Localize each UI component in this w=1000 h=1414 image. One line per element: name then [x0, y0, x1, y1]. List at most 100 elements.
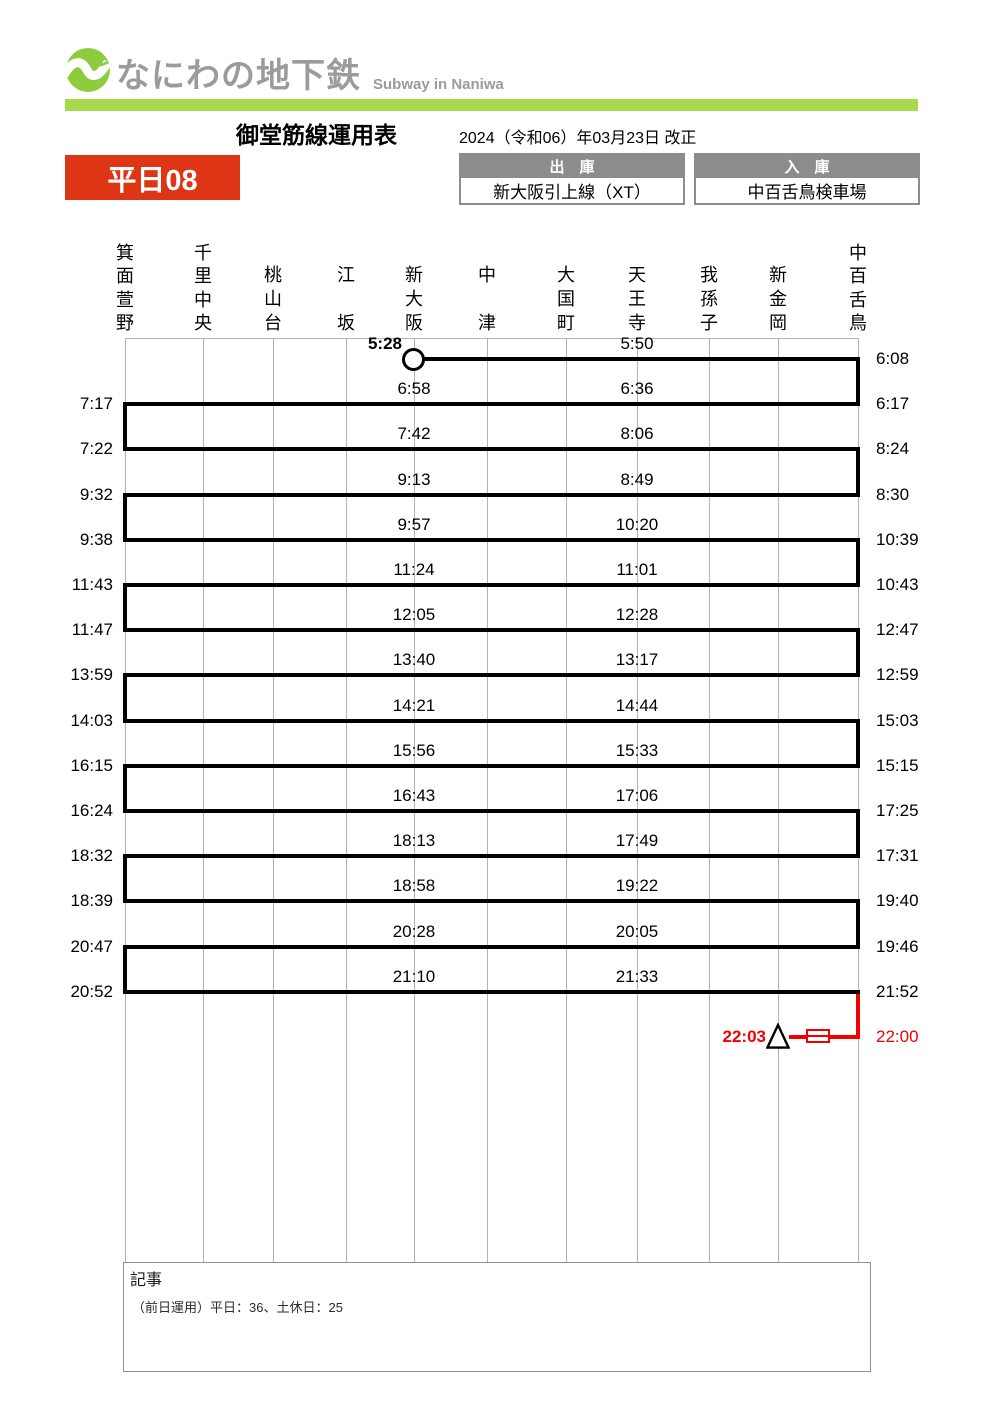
turnaround-line: [856, 809, 860, 858]
turnaround-line: [123, 673, 127, 723]
turnaround-line: [123, 854, 127, 903]
station-grid-line: [778, 338, 779, 1262]
turnaround-line: [856, 899, 860, 949]
turnaround-line: [856, 538, 860, 587]
run-line: [125, 583, 860, 587]
station-label: 中津: [478, 265, 496, 333]
station-grid-line: [858, 338, 859, 1262]
run-line: [125, 493, 860, 497]
run-line: [125, 990, 860, 994]
left-time-label: 7:17: [79, 394, 113, 413]
left-time-label: 11:47: [71, 620, 113, 639]
right-time-label: 22:00: [876, 1027, 919, 1046]
depot-in-value: 中百舌鳥検車場: [747, 183, 867, 202]
time-label: 15:33: [615, 741, 659, 760]
left-time-label: 20:47: [70, 937, 113, 956]
right-time-label: 19:46: [876, 937, 919, 956]
time-label: 11:01: [616, 560, 658, 579]
right-time-label: 8:30: [876, 485, 910, 504]
depot-in-label: 入 庫: [696, 155, 918, 178]
run-line: [125, 447, 860, 451]
notes-text: （前日運用）平日：36、土休日：25: [132, 1300, 343, 1315]
station-label: 大国町: [557, 265, 575, 333]
notes-heading: 記事: [130, 1272, 163, 1289]
right-time-label: 10:39: [876, 530, 919, 549]
left-time-label: 18:32: [70, 846, 113, 865]
turnaround-line: [123, 402, 127, 451]
left-time-label: 11:43: [71, 575, 113, 594]
time-label: 5:28: [367, 334, 402, 353]
time-label: 12:28: [615, 605, 659, 624]
station-grid-line: [637, 338, 638, 1262]
station-label: 新金岡: [769, 265, 787, 333]
depot-in-box: 入 庫 中百舌鳥検車場: [694, 153, 920, 205]
right-time-label: 6:17: [876, 394, 910, 413]
left-time-label: 16:15: [70, 756, 113, 775]
time-label: 11:24: [393, 560, 435, 579]
duty-badge: 平日08: [65, 155, 240, 200]
left-time-label: 13:59: [70, 665, 113, 684]
right-time-label: 12:47: [876, 620, 919, 639]
run-line: [125, 538, 860, 542]
left-time-label: 16:24: [70, 801, 113, 820]
pull-in-triangle-icon: [765, 1022, 791, 1049]
right-time-label: 12:59: [876, 665, 919, 684]
station-grid-line: [273, 338, 274, 1262]
station-label: 江坂: [337, 265, 355, 333]
pull-in-time-label: 22:03: [722, 1027, 766, 1046]
logo-subtitle: Subway in Naniwa: [373, 76, 504, 93]
run-line: [125, 402, 860, 406]
revision-date: 2024（令和06）年03月23日 改正: [459, 130, 697, 147]
time-label: 5:50: [620, 334, 654, 353]
right-time-label: 6:08: [876, 349, 910, 368]
time-label: 16:43: [392, 786, 436, 805]
station-label: 千里中央: [194, 243, 212, 333]
time-label: 14:44: [615, 696, 659, 715]
logo-title: なにわの地下鉄: [116, 57, 361, 95]
station-label: 我孫子: [700, 265, 718, 333]
right-time-label: 10:43: [876, 575, 919, 594]
depot-box-icon: [806, 1029, 830, 1043]
time-label: 9:57: [397, 515, 431, 534]
depot-out-label: 出 庫: [461, 155, 683, 178]
time-label: 7:42: [397, 424, 431, 443]
start-circle-icon: [402, 348, 425, 371]
time-label: 17:06: [615, 786, 659, 805]
turnaround-line: [123, 493, 127, 542]
depot-out-box: 出 庫 新大阪引上線（XT）: [459, 153, 685, 205]
time-label: 20:05: [615, 922, 659, 941]
accent-bar: [65, 99, 918, 111]
time-label: 20:28: [392, 922, 436, 941]
left-time-label: 14:03: [70, 711, 113, 730]
turnaround-line: [123, 583, 127, 632]
pull-in-vertical-line: [856, 994, 860, 1039]
station-label: 天王寺: [628, 265, 646, 333]
station-label: 中百舌鳥: [849, 243, 867, 333]
run-line: [125, 809, 860, 813]
page-title: 御堂筋線運用表: [236, 122, 397, 148]
time-label: 21:10: [392, 967, 436, 986]
time-label: 15:56: [392, 741, 436, 760]
time-label: 6:58: [397, 379, 431, 398]
time-label: 8:49: [620, 470, 654, 489]
depot-out-value: 新大阪引上線（XT）: [493, 183, 651, 202]
right-time-label: 17:25: [876, 801, 919, 820]
subway-logo-icon: [64, 46, 112, 94]
time-label: 13:40: [392, 650, 436, 669]
run-line: [125, 854, 860, 858]
time-label: 18:13: [392, 831, 436, 850]
time-label: 18:58: [392, 876, 436, 895]
turnaround-line: [856, 357, 860, 406]
time-label: 9:13: [397, 470, 431, 489]
time-label: 12:05: [392, 605, 436, 624]
station-grid-line: [566, 338, 567, 1262]
run-line: [125, 764, 860, 768]
run-line: [125, 719, 860, 723]
turnaround-line: [856, 719, 860, 768]
left-time-label: 20:52: [70, 982, 113, 1001]
station-grid-line: [709, 338, 710, 1262]
right-time-label: 15:15: [876, 756, 919, 775]
right-time-label: 8:24: [876, 439, 910, 458]
